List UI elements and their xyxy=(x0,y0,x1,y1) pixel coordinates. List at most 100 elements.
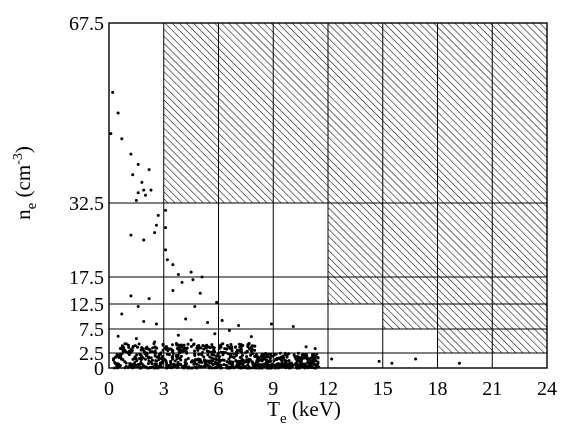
scatter-point xyxy=(189,345,193,349)
scatter-point xyxy=(206,353,210,357)
scatter-point xyxy=(264,358,268,362)
scatter-point xyxy=(168,364,172,368)
scatter-point xyxy=(190,359,194,363)
scatter-point xyxy=(184,317,188,321)
scatter-point xyxy=(131,173,135,177)
scatter-point xyxy=(165,258,169,262)
scatter-point xyxy=(127,349,131,353)
x-tick-label: 24 xyxy=(537,378,557,400)
scatter-point xyxy=(237,324,241,327)
scatter-point xyxy=(314,364,318,368)
scatter-point xyxy=(246,363,250,367)
scatter-point xyxy=(296,363,300,367)
scatter-point xyxy=(272,363,276,367)
scatter-point xyxy=(283,364,287,368)
scatter-point xyxy=(204,345,208,349)
scatter-point xyxy=(285,352,289,356)
scatter-point xyxy=(129,294,133,298)
scatter-point xyxy=(266,360,270,364)
scatter-point xyxy=(161,359,165,363)
y-tick-label: 7.5 xyxy=(79,319,104,341)
scatter-point xyxy=(181,349,185,353)
scatter-point xyxy=(221,342,225,346)
scatter-point xyxy=(143,357,147,361)
scatter-point xyxy=(257,359,261,363)
scatter-point xyxy=(316,360,320,364)
scatter-point xyxy=(298,356,302,360)
scatter-point xyxy=(239,355,243,359)
scatter-point xyxy=(210,352,214,356)
scatter-point xyxy=(142,320,146,323)
scatter-point xyxy=(175,346,179,350)
scatter-point xyxy=(123,349,127,353)
scatter-point xyxy=(134,337,138,341)
scatter-point xyxy=(131,344,135,348)
x-tick-label: 21 xyxy=(482,378,502,400)
scatter-point xyxy=(279,363,283,367)
scatter-point xyxy=(124,342,128,346)
scatter-point xyxy=(139,354,143,358)
scatter-point xyxy=(304,352,308,356)
scatter-point xyxy=(140,362,144,366)
scatter-point xyxy=(146,362,150,366)
scatter-point xyxy=(182,364,186,368)
scatter-point xyxy=(231,363,235,367)
scatter-point xyxy=(195,362,199,366)
scatter-point xyxy=(234,352,238,356)
scatter-point xyxy=(129,152,133,156)
scatter-point xyxy=(112,356,116,360)
scatter-point xyxy=(304,345,308,349)
x-tick-label: 6 xyxy=(214,378,224,400)
y-tick-label: 0 xyxy=(94,358,104,380)
scatter-point xyxy=(142,349,146,353)
scatter-point xyxy=(176,333,180,337)
scatter-point xyxy=(312,359,316,363)
scatter-point xyxy=(136,363,140,367)
scatter-point xyxy=(116,334,120,338)
scatter-point xyxy=(173,359,177,363)
scatter-point xyxy=(227,328,231,332)
scatter-point xyxy=(164,347,168,351)
scatter-point xyxy=(199,346,203,350)
scatter-point xyxy=(457,361,461,365)
scatter-point xyxy=(390,361,394,365)
scatter-point xyxy=(266,355,270,359)
scatter-point xyxy=(126,343,130,347)
scatter-point xyxy=(153,351,157,355)
scatter-point xyxy=(265,353,269,357)
scatter-point xyxy=(154,362,158,366)
scatter-point xyxy=(299,362,303,366)
scatter-point xyxy=(109,132,113,136)
scatter-point xyxy=(149,188,153,192)
scatter-point xyxy=(169,359,173,363)
scatter-point xyxy=(169,347,173,351)
scatter-point xyxy=(218,355,222,359)
scatter-point xyxy=(202,355,206,359)
scatter-point xyxy=(182,343,186,347)
x-tick-label: 9 xyxy=(268,378,278,400)
scatter-point xyxy=(287,362,291,366)
scatter-point xyxy=(184,358,188,362)
scatter-point xyxy=(157,358,161,362)
scatter-point xyxy=(119,357,123,361)
scatter-point xyxy=(213,332,217,336)
scatter-point xyxy=(228,352,232,356)
scatter-point xyxy=(202,347,206,351)
scatter-point xyxy=(238,359,242,363)
scatter-point xyxy=(171,289,175,292)
scatter-point xyxy=(273,353,277,357)
scatter-point xyxy=(175,343,179,347)
scatter-point xyxy=(148,350,152,354)
scatter-point xyxy=(230,345,234,349)
scatter-point xyxy=(222,363,226,367)
scatter-point xyxy=(253,344,257,348)
scatter-point xyxy=(414,357,418,361)
scatter-point xyxy=(131,357,135,361)
scatter-point xyxy=(150,350,154,354)
scatter-point xyxy=(219,350,223,354)
scatter-point xyxy=(135,359,139,363)
scatter-point xyxy=(313,356,317,360)
scatter-point xyxy=(153,354,157,358)
scatter-point xyxy=(171,352,175,356)
